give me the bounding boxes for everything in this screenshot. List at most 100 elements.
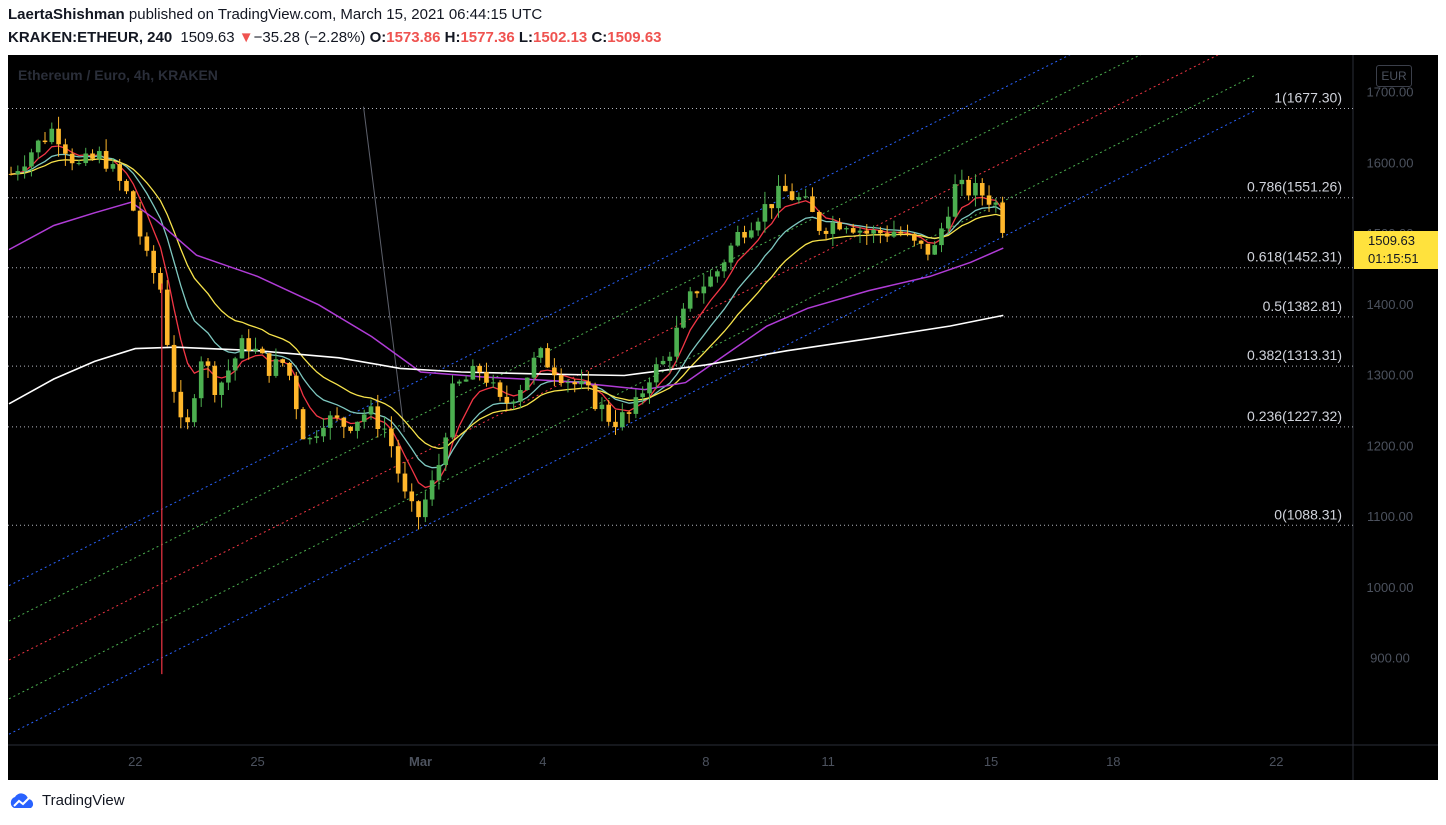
fib-level-label: 0.236(1227.32) — [1247, 408, 1342, 424]
y-tick-label: 1200.00 — [1367, 438, 1414, 453]
candle-body — [463, 379, 469, 382]
candle-body — [477, 365, 482, 373]
candle-body — [912, 233, 917, 241]
candle-body — [647, 382, 652, 394]
candle-body — [103, 151, 109, 169]
candle-body — [239, 338, 245, 359]
candle-body — [694, 291, 700, 294]
candle-body — [667, 356, 673, 361]
candle-body — [905, 233, 910, 235]
currency-badge[interactable]: EUR — [1376, 65, 1412, 87]
candle-body — [552, 367, 557, 376]
candle-body — [90, 153, 95, 159]
candle-body — [334, 415, 340, 418]
candle-body — [701, 286, 707, 294]
candle-body — [511, 401, 516, 404]
candle-body — [321, 427, 326, 437]
candle-body — [273, 359, 279, 376]
candle-body — [97, 151, 102, 159]
candle-body — [572, 382, 578, 385]
candle-body — [735, 231, 741, 246]
candle-body — [178, 391, 184, 418]
candle-body — [402, 473, 408, 492]
candle-body — [986, 195, 992, 205]
candle-body — [504, 396, 510, 404]
candle-body — [640, 393, 645, 398]
symbol-label[interactable]: KRAKEN:ETHEUR, 240 — [8, 29, 173, 46]
candle-body — [850, 228, 856, 233]
x-tick-label: 18 — [1106, 754, 1120, 769]
candle-body — [382, 428, 387, 430]
last-price-tag-value: 1509.63 — [1368, 233, 1415, 248]
candle-body — [531, 357, 537, 378]
candle-body — [300, 409, 306, 440]
close-label: C: — [591, 29, 608, 46]
x-tick-label: 11 — [821, 754, 835, 769]
candle-body — [158, 272, 163, 290]
candle-body — [837, 222, 842, 230]
candle-body — [416, 501, 421, 518]
candle-body — [898, 231, 904, 234]
candle-body — [558, 375, 564, 384]
author-name[interactable]: LaertaShishman — [8, 6, 125, 23]
open-label: O: — [369, 29, 387, 46]
y-tick-label: 1600.00 — [1367, 155, 1414, 170]
candle-body — [939, 228, 944, 246]
published-text: published on TradingView.com, March 15, … — [128, 6, 543, 23]
candle-body — [660, 360, 666, 365]
candle-body — [307, 437, 313, 440]
candle-body — [762, 204, 768, 222]
candle-body — [144, 236, 150, 251]
candle-body — [687, 291, 693, 309]
candle-body — [443, 437, 449, 466]
candle-body — [742, 231, 747, 238]
candle-body — [470, 365, 476, 380]
y-tick-label: 1400.00 — [1367, 297, 1414, 312]
candle-body — [260, 348, 265, 354]
x-tick-label: 8 — [702, 754, 709, 769]
candle-body — [232, 358, 238, 371]
channel-line — [8, 55, 1142, 622]
candle-body — [314, 436, 319, 438]
candle-body — [348, 426, 353, 431]
candle-body — [586, 381, 591, 386]
candle-body — [884, 233, 890, 237]
candle-body — [226, 370, 231, 383]
candle-body — [164, 289, 170, 345]
ma-white-line — [8, 314, 1004, 405]
candle-body — [979, 183, 985, 196]
candle-body — [830, 222, 836, 234]
candle-body — [871, 230, 876, 234]
ema-mid-line — [10, 153, 1003, 469]
candle-body — [728, 245, 734, 263]
candle-body — [681, 308, 686, 328]
candle-body — [42, 140, 48, 143]
candle-body — [280, 359, 286, 363]
candle-body — [423, 499, 428, 518]
candle-body — [429, 480, 435, 500]
candle-body — [185, 417, 190, 423]
price-change: −35.28 (−2.28%) — [253, 29, 366, 46]
candle-body — [769, 204, 775, 209]
candle-body — [151, 250, 156, 273]
candle-body — [375, 406, 381, 430]
candle-body — [497, 382, 503, 397]
fib-level-label: 0.618(1452.31) — [1247, 249, 1342, 265]
candle-body — [192, 398, 197, 423]
candle-body — [619, 412, 625, 428]
candle-body — [436, 465, 442, 481]
candle-body — [29, 152, 34, 167]
candle-body — [715, 271, 720, 277]
tradingview-logo[interactable]: TradingView — [8, 792, 125, 809]
candle-body — [810, 196, 815, 212]
last-price-tag: 1509.63 01:15:51 — [1354, 231, 1438, 269]
chart-canvas[interactable]: 900.00 1000.00 1100.00 1200.00 1300.00 1400.0… — [8, 55, 1438, 780]
chart-panel[interactable]: 900.00 1000.00 1100.00 1200.00 1300.00 1400.0… — [8, 55, 1438, 780]
candle-body — [592, 385, 598, 410]
last-price: 1509.63 — [180, 29, 235, 46]
candle-body — [857, 230, 863, 233]
y-tick-label: 1700.00 — [1367, 85, 1414, 100]
candle-body — [966, 179, 971, 196]
plot-area — [8, 55, 1353, 735]
x-tick-label: 22 — [1269, 754, 1283, 769]
